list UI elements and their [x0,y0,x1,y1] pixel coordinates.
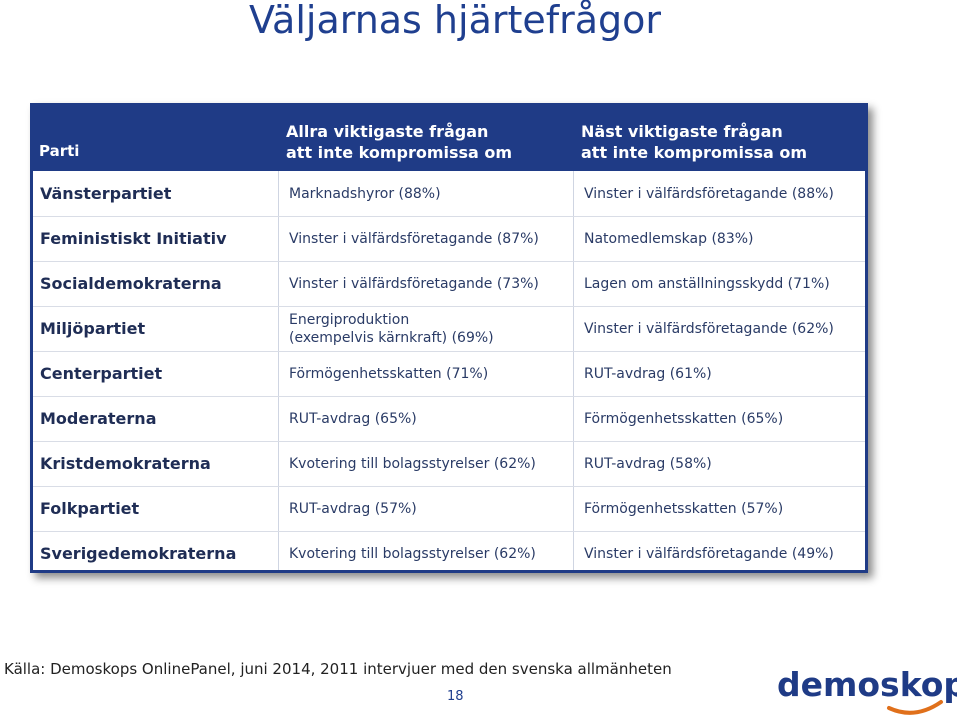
most-important-issue-line2: (exempelvis kärnkraft) (69%) [289,329,494,346]
most-important-issue: Kvotering till bolagsstyrelser (62%) [289,545,536,562]
table-row: Feministiskt Initiativ Vinster i välfärd… [33,216,865,262]
table-row: Miljöpartiet Energiproduktion (exempelvi… [33,306,865,352]
slide-title: Väljarnas hjärtefrågor [249,0,662,42]
header-second-important: Näst viktigaste frågan att inte kompromi… [581,121,807,163]
demoskop-logo-graphic: demoskop [777,665,960,715]
table-row: Kristdemokraterna Kvotering till bolagss… [33,441,865,487]
table-row: Vänsterpartiet Marknadshyror (88%) Vinst… [33,171,865,217]
demoskop-logo: demoskop [777,662,960,722]
party-name: Kristdemokraterna [40,454,211,473]
most-important-issue: RUT-avdrag (57%) [289,500,417,517]
party-name: Moderaterna [40,409,157,428]
most-important-issue-line1: Energiproduktion [289,311,410,328]
most-important-issue: Energiproduktion (exempelvis kärnkraft) … [289,306,579,351]
page-number: 18 [447,689,464,704]
table-row: Centerpartiet Förmögenhetsskatten (71%) … [33,351,865,397]
most-important-issue: Marknadshyror (88%) [289,185,441,202]
header-second-important-line2: att inte kompromissa om [581,143,808,162]
priorities-table: Parti Allra viktigaste frågan att inte k… [30,103,868,573]
table-row: Sverigedemokraterna Kvotering till bolag… [33,531,865,576]
second-important-issue: Vinster i välfärdsföretagande (88%) [584,185,834,202]
table-header: Parti Allra viktigaste frågan att inte k… [30,103,868,171]
second-important-issue: RUT-avdrag (58%) [584,455,712,472]
table-row: Moderaterna RUT-avdrag (65%) Förmögenhet… [33,396,865,442]
header-most-important-line2: att inte kompromissa om [286,143,513,162]
table-body: Vänsterpartiet Marknadshyror (88%) Vinst… [30,171,868,573]
second-important-issue: Förmögenhetsskatten (57%) [584,500,784,517]
second-important-issue: Vinster i välfärdsföretagande (62%) [584,320,834,337]
party-name: Centerpartiet [40,364,163,383]
table-row: Folkpartiet RUT-avdrag (57%) Förmögenhet… [33,486,865,532]
party-name: Miljöpartiet [40,319,146,338]
table-row: Socialdemokraterna Vinster i välfärdsför… [33,261,865,307]
logo-swoosh [887,700,943,715]
second-important-issue: Lagen om anställningsskydd (71%) [584,275,830,292]
header-most-important: Allra viktigaste frågan att inte komprom… [286,121,512,163]
most-important-issue: Vinster i välfärdsföretagande (73%) [289,275,539,292]
second-important-issue: Vinster i välfärdsföretagande (49%) [584,545,834,562]
logo-text: demoskop [777,665,957,704]
second-important-issue: RUT-avdrag (61%) [584,365,712,382]
party-name: Feministiskt Initiativ [40,229,227,248]
most-important-issue: Kvotering till bolagsstyrelser (62%) [289,455,536,472]
second-important-issue: Förmögenhetsskatten (65%) [584,410,784,427]
header-most-important-line1: Allra viktigaste frågan [286,122,489,141]
party-name: Sverigedemokraterna [40,544,237,563]
party-name: Folkpartiet [40,499,140,518]
column-divider [573,171,574,570]
header-party: Parti [39,142,80,160]
header-second-important-line1: Näst viktigaste frågan [581,122,783,141]
party-name: Vänsterpartiet [40,184,172,203]
party-name: Socialdemokraterna [40,274,222,293]
most-important-issue: Förmögenhetsskatten (71%) [289,365,489,382]
most-important-issue: RUT-avdrag (65%) [289,410,417,427]
most-important-issue: Vinster i välfärdsföretagande (87%) [289,230,539,247]
second-important-issue: Natomedlemskap (83%) [584,230,754,247]
source-note: Källa: Demoskops OnlinePanel, juni 2014,… [4,660,672,678]
column-divider [278,171,279,570]
